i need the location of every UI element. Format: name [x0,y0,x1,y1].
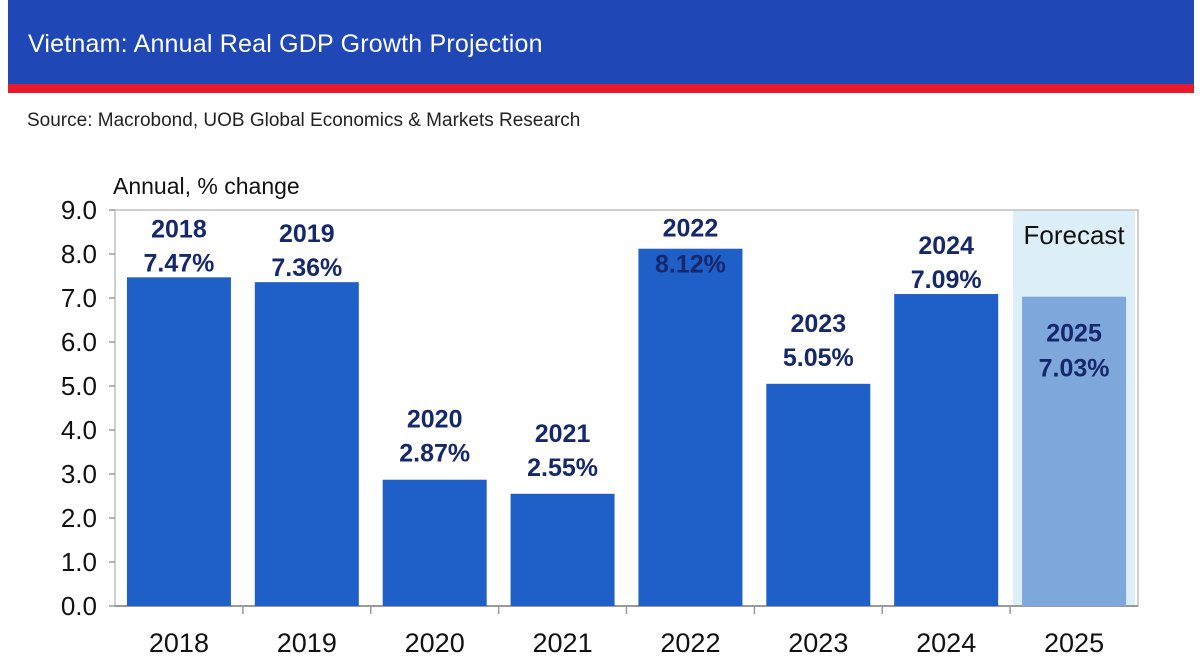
accent-rule [8,84,1194,93]
data-label-year-2019: 2019 [279,220,335,248]
y-tick-label: 8.0 [61,239,97,269]
title-banner: Vietnam: Annual Real GDP Growth Projecti… [8,0,1194,84]
x-tick-label-2024: 2024 [916,628,976,658]
x-tick-label-2020: 2020 [405,628,465,658]
data-label-value-2023: 5.05% [783,344,854,372]
data-label-value-2020: 2.87% [399,440,470,468]
x-tick-label-2025: 2025 [1044,628,1104,658]
data-label-year-2022: 2022 [663,215,719,243]
x-tick-label-2018: 2018 [149,628,209,658]
bar-2023 [766,383,871,606]
y-tick-label: 9.0 [61,195,97,225]
y-tick-label: 0.0 [61,591,97,621]
x-tick-label-2019: 2019 [277,628,337,658]
x-tick-label-2023: 2023 [788,628,848,658]
data-label-value-2022: 8.12% [655,251,726,279]
bar-2024 [894,294,999,606]
data-label-year-2023: 2023 [791,310,847,338]
data-label-value-2019: 7.36% [271,254,342,282]
data-label-year-2021: 2021 [535,420,591,448]
bar-2022 [638,248,743,606]
bar-2020 [382,479,487,606]
data-label-year-2025: 2025 [1046,320,1102,348]
chart-title: Vietnam: Annual Real GDP Growth Projecti… [28,30,543,58]
y-tick-label: 3.0 [61,459,97,489]
forecast-label: Forecast [1023,220,1125,250]
bar-2025 [1022,296,1127,606]
y-tick-label: 2.0 [61,503,97,533]
y-tick-label: 4.0 [61,415,97,445]
source-note: Source: Macrobond, UOB Global Economics … [27,110,581,131]
y-tick-label: 6.0 [61,327,97,357]
plot-area: Forecast 0.0 1.0 2.0 3.0 4.0 5.0 6.0 7.0 8.0 9.0 20… [61,195,1139,658]
data-label-value-2024: 7.09% [911,266,982,294]
y-tick-label: 7.0 [61,283,97,313]
y-axis-label: Annual, % change [113,173,300,199]
bar-2021 [510,493,615,606]
data-label-value-2021: 2.55% [527,454,598,482]
data-label-year-2024: 2024 [918,232,974,260]
data-label-year-2018: 2018 [151,215,207,243]
x-tick-label-2022: 2022 [660,628,720,658]
y-tick-label: 5.0 [61,371,97,401]
x-tick-label-2021: 2021 [533,628,593,658]
data-label-value-2018: 7.47% [143,249,214,277]
bar-2018 [126,277,231,606]
data-label-value-2025: 7.03% [1039,355,1110,383]
bar-2019 [254,282,359,606]
y-tick-label: 1.0 [61,547,97,577]
data-label-year-2020: 2020 [407,406,463,434]
